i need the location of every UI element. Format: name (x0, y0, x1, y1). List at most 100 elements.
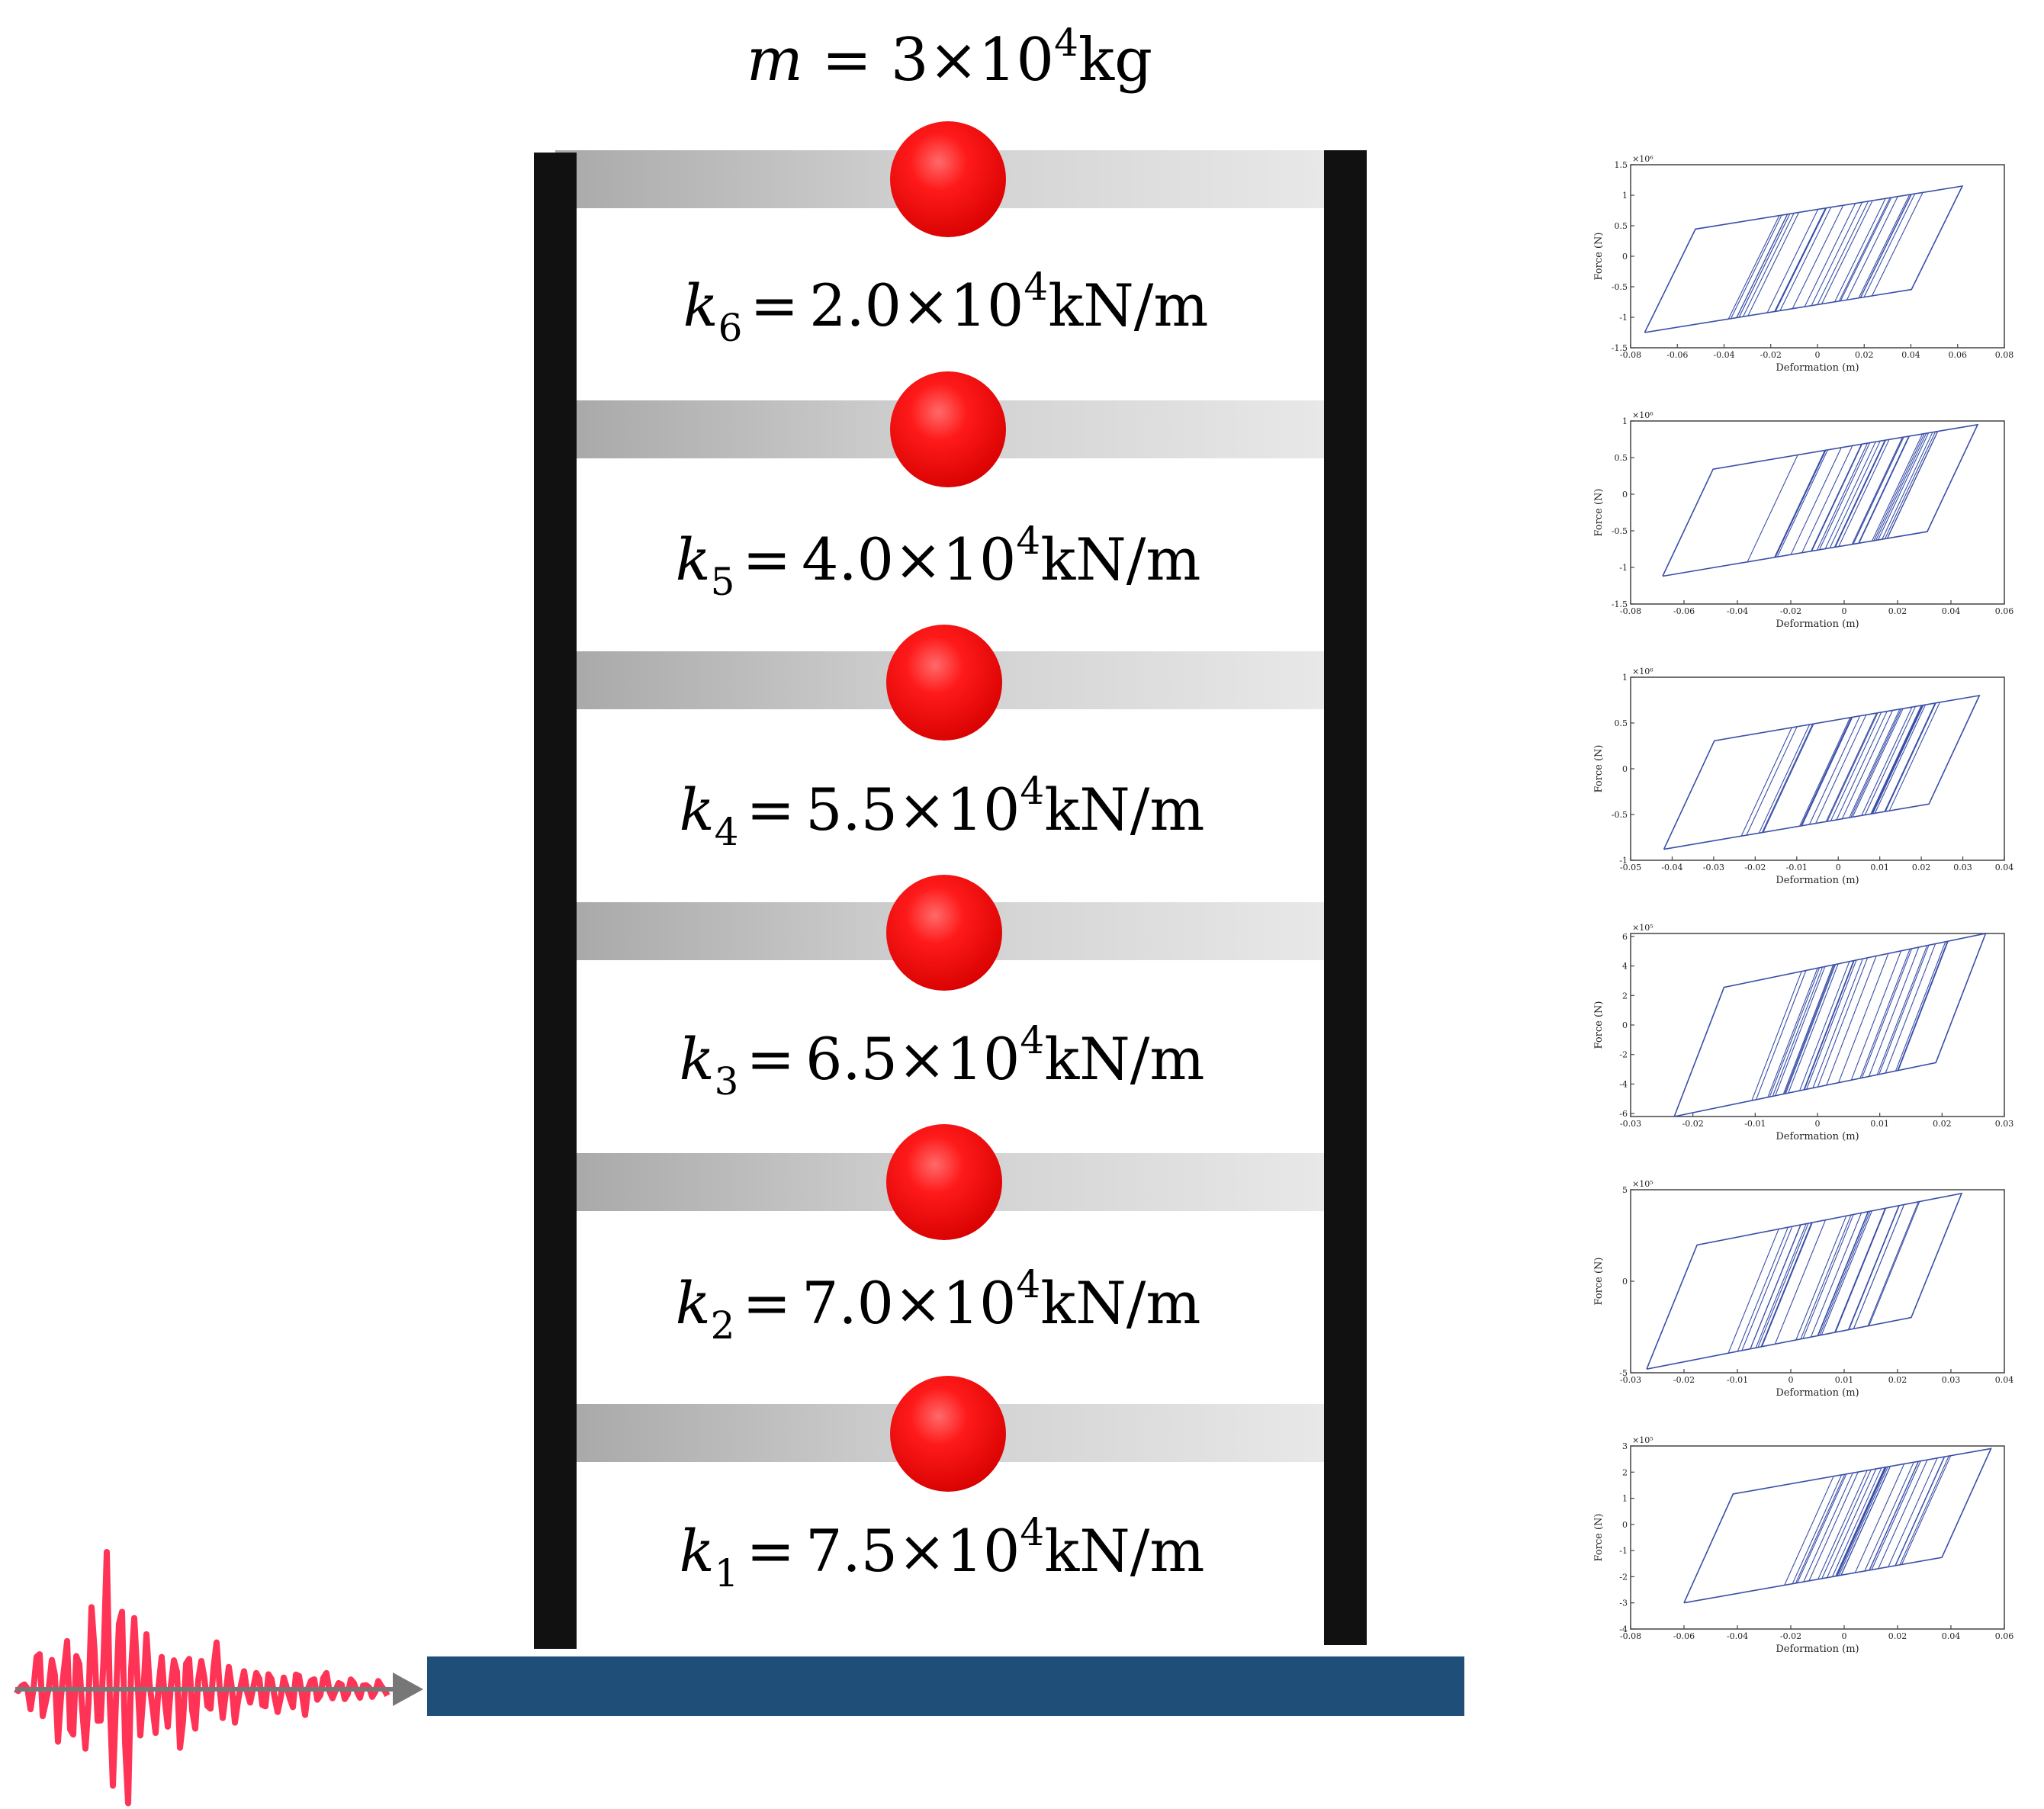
x-tick-label: -0.02 (1780, 1631, 1801, 1641)
x-tick-label: 0 (1842, 1631, 1847, 1641)
y-tick-label: 0 (1622, 490, 1628, 500)
x-tick-label: 0.04 (1942, 1631, 1961, 1641)
x-tick-label: -0.02 (1673, 1375, 1695, 1385)
x-tick-label: -0.06 (1673, 1631, 1695, 1641)
hysteresis-plot-6: -0.08 -0.06 -0.04 -0.02 0 0.02 0.04 0.06 0.08 -1.… (1593, 154, 2013, 374)
x-axis-label: Deformation (m) (1776, 1131, 1859, 1142)
y-tick-label: 2 (1622, 991, 1628, 1001)
ground-base (427, 1656, 1464, 1716)
x-tick-label: 0.02 (1912, 863, 1931, 872)
hysteresis-plots: -0.08 -0.06 -0.04 -0.02 0 0.02 0.04 0.06 0.08 -1.… (1593, 154, 2013, 1655)
x-tick-label: -0.04 (1661, 863, 1682, 872)
y-tick-label: 1 (1622, 416, 1628, 426)
mass-sphere-1 (890, 1376, 1006, 1492)
y-axis-label: Force (N) (1593, 1258, 1605, 1306)
hysteresis-plot-1: -0.08 -0.06 -0.04 -0.02 0 0.02 0.04 0.06 -4 -3 -2 -… (1593, 1435, 2013, 1655)
y-tick-label: 5 (1622, 1185, 1628, 1195)
y-tick-label: 0 (1622, 252, 1628, 262)
y-tick-label: 0.5 (1615, 221, 1628, 231)
y-tick-label: -0.5 (1612, 526, 1628, 536)
x-tick-label: -0.04 (1713, 350, 1734, 360)
y-scale-factor: ×10⁵ (1632, 1435, 1654, 1445)
y-tick-label: 1.5 (1615, 160, 1628, 170)
x-tick-label: 0.03 (1953, 863, 1972, 872)
x-tick-label: 0.03 (1995, 1119, 2014, 1129)
y-tick-label: -5 (1619, 1368, 1628, 1378)
x-tick-label: 0.02 (1888, 1631, 1907, 1641)
mass-label: m = 3×104kg (747, 21, 1152, 95)
x-tick-label: 0.04 (1995, 1375, 2014, 1385)
hysteresis-inner-branches (1740, 702, 1940, 837)
y-tick-label: 0.5 (1615, 718, 1628, 728)
mass-sphere-4 (886, 625, 1002, 741)
plot-frame (1630, 420, 2005, 605)
y-tick-label: 1 (1622, 1494, 1628, 1504)
excitation-arrow-head (393, 1672, 423, 1706)
y-axis-label: Force (N) (1593, 1001, 1605, 1049)
mass-sphere-3 (886, 875, 1002, 991)
y-axis-label: Force (N) (1593, 1514, 1605, 1562)
hysteresis-outer-loop (1663, 694, 1981, 850)
stiffness-label-2: k2 = 7.0×104kN/m (676, 1262, 1201, 1348)
x-tick-label: 0.03 (1942, 1375, 1961, 1385)
x-tick-label: 0.06 (1995, 606, 2014, 616)
hysteresis-inner-branches (1784, 1455, 1952, 1586)
y-tick-label: 0 (1622, 1520, 1628, 1530)
x-tick-label: 0 (1815, 350, 1821, 360)
x-tick-label: -0.06 (1673, 606, 1695, 616)
x-axis-label: Deformation (m) (1776, 875, 1859, 886)
hysteresis-outer-loop (1646, 1192, 1963, 1370)
hysteresis-plot-5: -0.08 -0.06 -0.04 -0.02 0 0.02 0.04 0.06 -1.5 -1 -… (1593, 410, 2013, 630)
x-axis-label: Deformation (m) (1776, 1387, 1859, 1399)
y-tick-label: -1 (1619, 313, 1628, 323)
mass-sphere-6 (890, 121, 1006, 237)
y-tick-label: 3 (1622, 1441, 1628, 1451)
hysteresis-outer-loop (1683, 1448, 1992, 1604)
x-tick-label: 0 (1842, 606, 1847, 616)
x-tick-label: 0.02 (1888, 606, 1907, 616)
y-scale-factor: ×10⁶ (1632, 410, 1654, 420)
x-tick-label: -0.06 (1666, 350, 1688, 360)
x-tick-label: -0.05 (1620, 863, 1641, 872)
plot-frame (1630, 933, 2005, 1117)
x-tick-label: -0.04 (1727, 1631, 1748, 1641)
x-tick-label: 0.08 (1995, 350, 2014, 360)
y-tick-label: -4 (1619, 1624, 1628, 1634)
x-tick-label: 0 (1836, 863, 1841, 872)
stiffness-label-5: k5 = 4.0×104kN/m (676, 519, 1201, 604)
x-tick-label: 0 (1788, 1375, 1794, 1385)
x-tick-label: -0.03 (1620, 1375, 1641, 1385)
x-tick-label: -0.08 (1620, 350, 1641, 360)
y-tick-label: -0.5 (1612, 810, 1628, 820)
y-tick-label: -2 (1619, 1572, 1628, 1582)
y-axis-label: Force (N) (1593, 489, 1605, 537)
x-tick-label: 0.04 (1995, 863, 2014, 872)
x-tick-label: 0.04 (1901, 350, 1920, 360)
x-tick-label: -0.02 (1682, 1119, 1704, 1129)
ground-motion-excitation (14, 1549, 423, 1807)
hysteresis-outer-loop (1673, 932, 1987, 1117)
x-tick-label: -0.03 (1620, 1119, 1641, 1129)
y-scale-factor: ×10⁶ (1632, 667, 1654, 676)
stiffness-label-6: k6 = 2.0×104kN/m (683, 265, 1209, 350)
y-tick-label: -6 (1619, 1109, 1628, 1119)
x-axis-label: Deformation (m) (1776, 1644, 1859, 1655)
hysteresis-inner-branches (1751, 940, 1949, 1101)
y-scale-factor: ×10⁵ (1632, 923, 1654, 933)
x-tick-label: 0 (1815, 1119, 1821, 1129)
stiffness-label-1: k1 = 7.5×104kN/m (680, 1510, 1205, 1595)
y-tick-label: 6 (1622, 932, 1628, 942)
x-tick-label: -0.02 (1744, 863, 1766, 872)
x-tick-label: 0.04 (1942, 606, 1961, 616)
x-axis-label: Deformation (m) (1776, 619, 1859, 630)
x-tick-label: 0.06 (1995, 1631, 2014, 1641)
y-scale-factor: ×10⁶ (1632, 154, 1654, 164)
x-tick-label: 0.06 (1949, 350, 1968, 360)
y-tick-label: 0 (1622, 1020, 1628, 1030)
x-tick-label: -0.02 (1760, 350, 1782, 360)
left-column (534, 153, 577, 1649)
stiffness-label-4: k4 = 5.5×104kN/m (680, 769, 1205, 854)
x-tick-label: 0.01 (1870, 1119, 1889, 1129)
right-column (1324, 150, 1367, 1645)
